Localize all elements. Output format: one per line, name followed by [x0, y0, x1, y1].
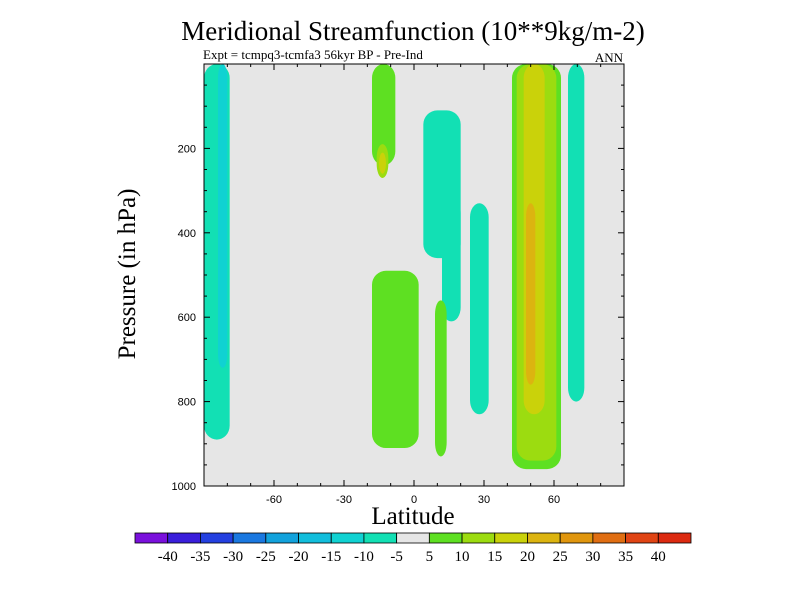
x-tick-label: -30	[336, 494, 352, 506]
colorbar-swatch	[396, 532, 430, 544]
y-tick-label: 1000	[172, 481, 196, 493]
x-tick-label: 0	[411, 494, 417, 506]
colorbar-label: -35	[190, 549, 210, 565]
colorbar-swatch	[657, 532, 692, 544]
contour-region-7	[442, 199, 461, 322]
colorbar-label: -40	[158, 549, 178, 565]
contour-region-8	[470, 203, 489, 415]
contour-region-2	[218, 64, 228, 368]
contour-region-5	[379, 152, 386, 174]
colorbar-label: 20	[520, 549, 535, 565]
contour-region-15	[568, 64, 585, 402]
colorbar: -40 -35 -30 -25 -20 -15 -10 -5 5 10 15 20 25 30 35 40	[134, 532, 692, 565]
colorbar-swatch	[625, 532, 659, 544]
colorbar-label: 5	[426, 549, 434, 565]
contour-region-14	[526, 203, 536, 385]
colorbar-label: 40	[651, 549, 666, 565]
colorbar-swatch	[461, 532, 496, 544]
chart-title: Meridional Streamfunction (10**9kg/m-2)	[181, 16, 644, 46]
contour-region-10	[435, 300, 447, 457]
colorbar-swatch	[298, 532, 332, 544]
colorbar-label: -5	[390, 549, 403, 565]
x-tick-label: 60	[548, 494, 560, 506]
x-tick-label: -60	[266, 494, 282, 506]
y-tick-label: 200	[178, 143, 196, 155]
y-axis-label: Pressure (in hPa)	[114, 189, 141, 360]
y-tick-label: 400	[178, 228, 196, 240]
colorbar-label: 10	[455, 549, 470, 565]
contour-region-9	[372, 270, 419, 449]
x-tick-label: 30	[478, 494, 490, 506]
contour-region-3	[372, 64, 396, 166]
colorbar-label: 35	[618, 549, 633, 565]
colorbar-label: -15	[321, 549, 341, 565]
y-tick-label: 600	[178, 312, 196, 324]
colorbar-swatch	[559, 532, 594, 544]
colorbar-label: -25	[256, 549, 276, 565]
colorbar-swatch	[494, 532, 528, 544]
colorbar-label: -10	[354, 549, 374, 565]
colorbar-swatch	[330, 532, 365, 544]
colorbar-swatch	[200, 532, 234, 544]
colorbar-label: -20	[289, 549, 309, 565]
y-tick-label: 800	[178, 397, 196, 409]
colorbar-swatch	[527, 532, 561, 544]
colorbar-swatch	[134, 532, 169, 544]
colorbar-label: 25	[553, 549, 568, 565]
chart-subtitle-left: Expt = tcmpq3-tcmfa3 56kyr BP - Pre-Ind	[203, 47, 423, 62]
x-axis-label: Latitude	[371, 503, 454, 530]
colorbar-swatch	[363, 532, 398, 544]
colorbar-swatch	[167, 532, 201, 544]
colorbar-swatch	[232, 532, 267, 544]
colorbar-label: 15	[487, 549, 502, 565]
plot-area: -60 -30 0 30 60 200 400 600 800 1000	[172, 63, 625, 506]
colorbar-label: -30	[223, 549, 243, 565]
chart-subtitle-right: ANN	[595, 50, 624, 65]
colorbar-swatch	[592, 532, 626, 544]
colorbar-swatch	[265, 532, 299, 544]
colorbar-swatch	[428, 532, 463, 544]
colorbar-label: 30	[585, 549, 600, 565]
